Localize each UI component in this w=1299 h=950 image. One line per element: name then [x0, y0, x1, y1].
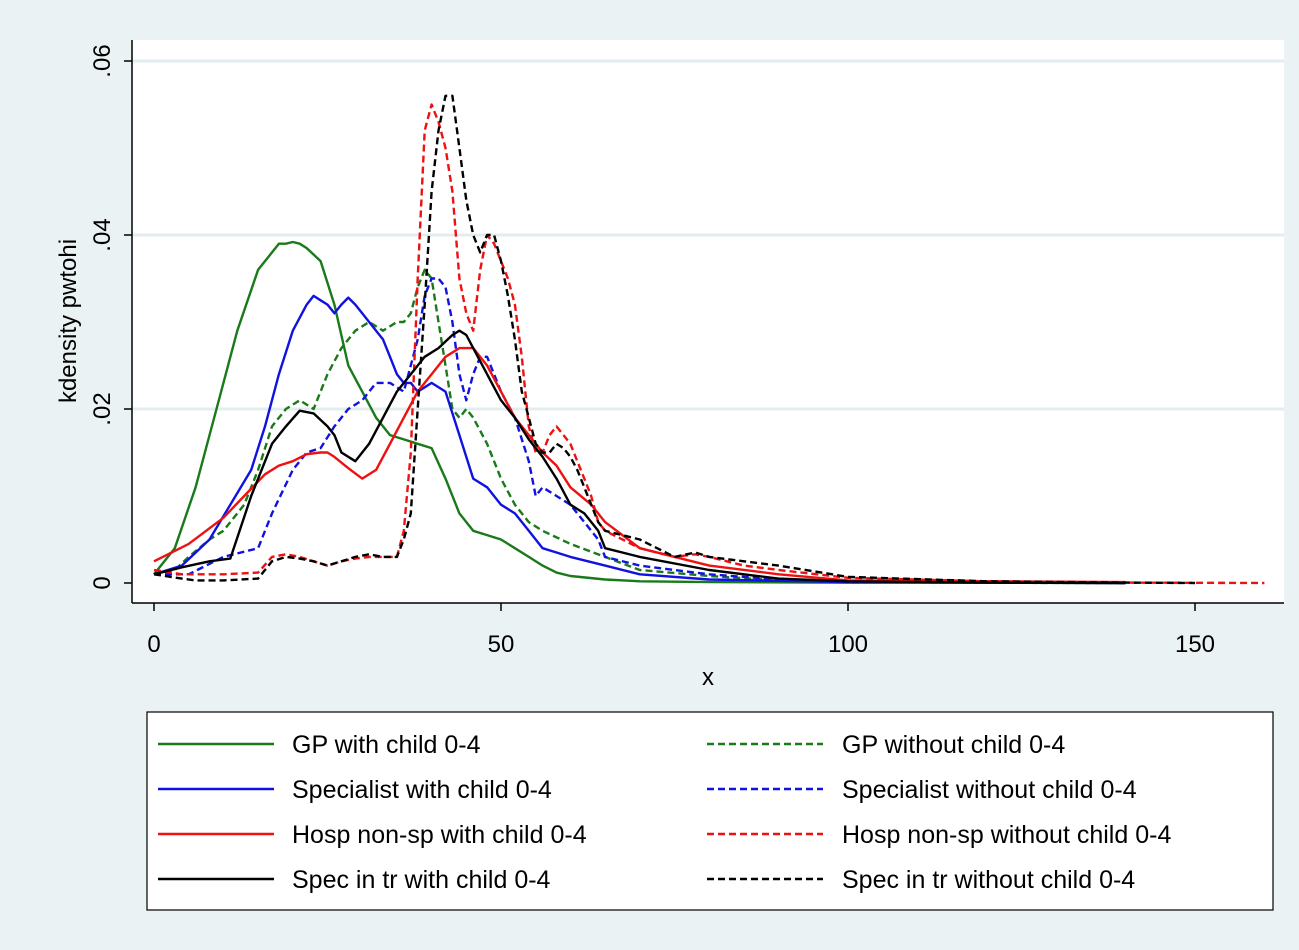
legend-label: GP without child 0-4	[842, 731, 1065, 759]
legend-label: Specialist without child 0-4	[842, 776, 1137, 804]
legend-label: GP with child 0-4	[292, 731, 481, 759]
y-tick-label: .06	[89, 44, 116, 77]
legend-label: Spec in tr without child 0-4	[842, 866, 1135, 894]
x-axis-title: x	[702, 664, 714, 691]
ticks: 0 .02 .04 .06 0 50 100 150	[89, 44, 1215, 658]
legend-label: Hosp non-sp without child 0-4	[842, 821, 1171, 849]
axes	[131, 40, 1284, 604]
plot-area	[132, 40, 1284, 603]
grid-lines	[132, 59, 1284, 411]
legend-label: Hosp non-sp with child 0-4	[292, 821, 587, 849]
y-axis-title: kdensity pwtohi	[55, 239, 82, 403]
x-tick-label: 150	[1175, 631, 1215, 658]
series-lines	[153, 94, 1265, 585]
legend-label: Specialist with child 0-4	[292, 776, 552, 804]
x-tick-label: 0	[147, 631, 160, 658]
x-tick-label: 50	[488, 631, 515, 658]
x-tick-label: 100	[828, 631, 868, 658]
series-line-8	[153, 94, 1196, 585]
y-tick-label: .02	[89, 392, 116, 425]
series-line-3	[153, 294, 1126, 585]
series-line-1	[153, 240, 1126, 585]
legend: GP with child 0-4 Specialist with child 0…	[158, 731, 1171, 894]
y-tick-label: .04	[89, 218, 116, 251]
series-line-2	[153, 268, 1126, 585]
series-line-4	[154, 277, 1126, 585]
legend-label: Spec in tr with child 0-4	[292, 866, 551, 894]
series-line-7	[153, 329, 1126, 585]
y-tick-label: 0	[89, 576, 116, 589]
